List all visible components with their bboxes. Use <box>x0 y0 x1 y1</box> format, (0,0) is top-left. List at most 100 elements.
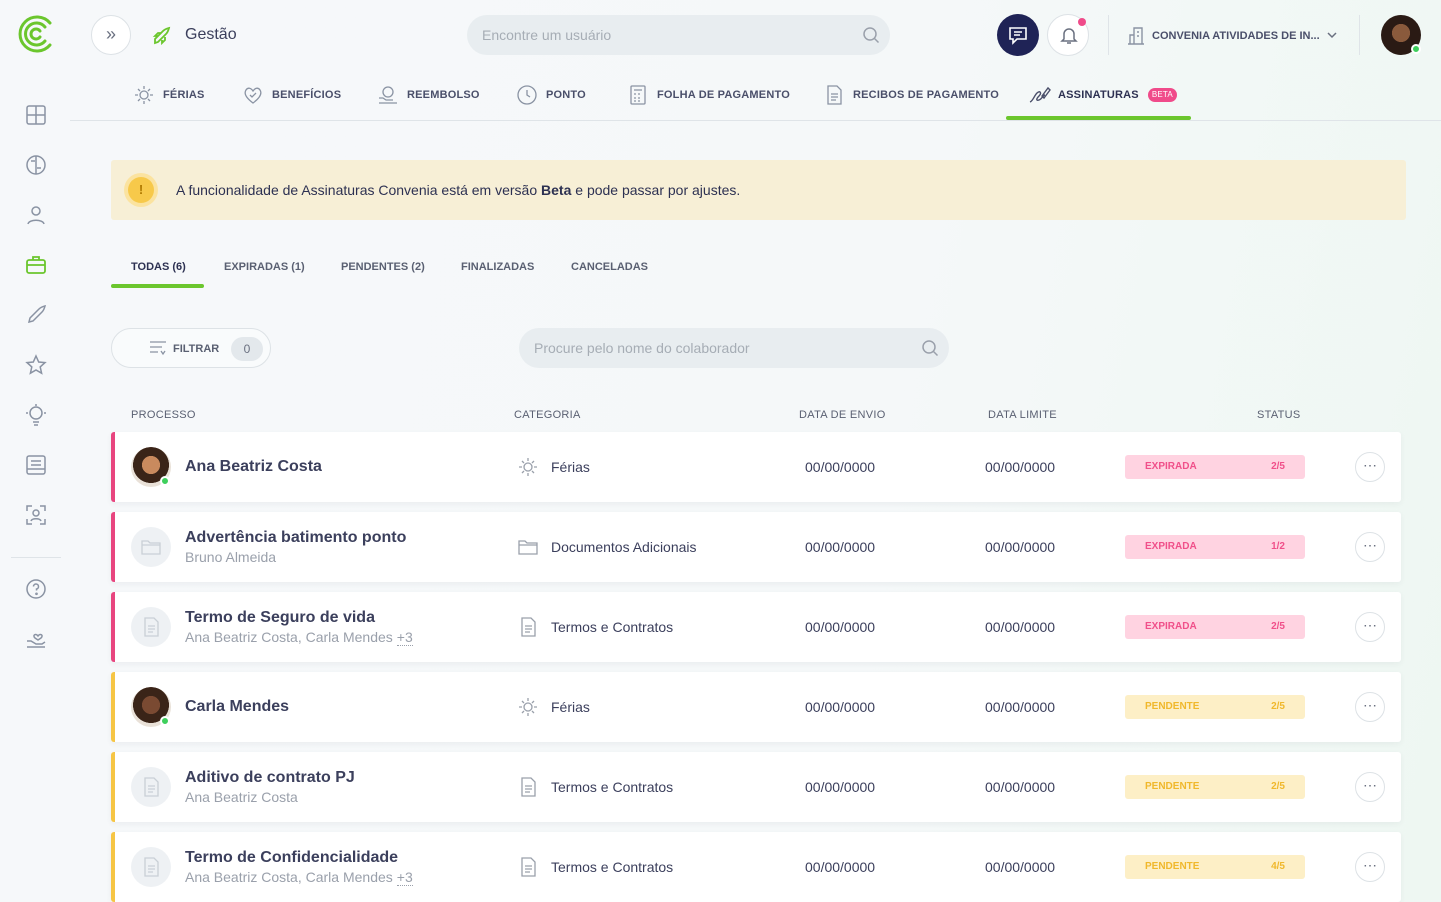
filter-button[interactable]: FILTRAR 0 <box>111 328 271 368</box>
nav-help[interactable] <box>24 577 48 601</box>
tab-icon <box>1029 86 1051 103</box>
nav-rocket[interactable] <box>24 303 48 327</box>
tab-label: FOLHA DE PAGAMENTO <box>657 89 790 101</box>
table-row: Termo de Confidencialidade Ana Beatriz Co… <box>111 832 1401 902</box>
row-limit-date: 00/00/0000 <box>985 619 1056 635</box>
sun-icon <box>519 458 537 476</box>
nav-people[interactable] <box>24 203 48 227</box>
row-sent-date: 00/00/0000 <box>805 779 876 795</box>
filter-tab[interactable]: PENDENTES (2) <box>341 261 425 273</box>
folder-icon <box>141 540 161 555</box>
status-label: PENDENTE <box>1145 701 1200 712</box>
row-title: Carla Mendes <box>185 698 290 715</box>
row-title: Aditivo de contrato PJ <box>185 769 355 786</box>
row-more[interactable]: +3 <box>396 629 413 646</box>
row-category: Férias <box>551 699 590 715</box>
more-button[interactable]: ⋯ <box>1355 852 1385 882</box>
user-search[interactable]: Encontre um usuário <box>467 15 890 55</box>
more-button[interactable]: ⋯ <box>1355 452 1385 482</box>
status-progress: 2/5 <box>1271 701 1285 712</box>
doc-icon <box>521 617 536 637</box>
folder-icon <box>518 540 538 555</box>
row-people: Ana Beatriz Costa, Carla Mendes <box>185 869 393 885</box>
divider <box>11 557 61 558</box>
filter-tab-active[interactable]: TODAS (6) <box>131 261 186 273</box>
company-icon <box>1128 27 1144 45</box>
more-button[interactable]: ⋯ <box>1355 692 1385 722</box>
filter-tab[interactable]: EXPIRADAS (1) <box>224 261 305 273</box>
nav-scan[interactable] <box>24 503 48 527</box>
row-people: Ana Beatriz Costa, Carla Mendes <box>185 629 393 645</box>
column-header: PROCESSO <box>131 409 196 421</box>
search-icon <box>922 340 939 357</box>
chat-icon <box>1009 27 1027 45</box>
row-title: Advertência batimento ponto <box>185 529 407 546</box>
nav-brain[interactable] <box>24 153 48 177</box>
nav-tab[interactable]: FÉRIAS <box>135 86 205 104</box>
doc-icon <box>521 857 536 877</box>
nav-star[interactable] <box>24 353 48 377</box>
row-category: Férias <box>551 459 590 475</box>
tab-icon <box>827 85 842 105</box>
row-limit-date: 00/00/0000 <box>985 779 1056 795</box>
notifications-button[interactable] <box>1047 14 1089 56</box>
table-row: Aditivo de contrato PJ Ana Beatriz Costa T… <box>111 752 1401 822</box>
row-category: Termos e Contratos <box>551 859 674 875</box>
nav-tab[interactable]: FOLHA DE PAGAMENTO <box>630 85 790 105</box>
tab-icon <box>379 86 397 104</box>
status-pill: PENDENTE 2/5 <box>1125 775 1305 799</box>
row-avatar <box>131 847 171 887</box>
status-progress: 2/5 <box>1271 621 1285 632</box>
status-label: PENDENTE <box>1145 861 1200 872</box>
status-pill: EXPIRADA 2/5 <box>1125 455 1305 479</box>
beta-alert: ! A funcionalidade de Assinaturas Conven… <box>111 160 1406 220</box>
search-placeholder: Procure pelo nome do colaborador <box>534 340 750 356</box>
company-selector[interactable]: CONVENIA ATIVIDADES DE IN... <box>1152 30 1320 42</box>
logo[interactable] <box>17 15 55 53</box>
nav-docs[interactable] <box>24 453 48 477</box>
nav-tab[interactable]: RECIBOS DE PAGAMENTO <box>827 85 999 105</box>
more-button[interactable]: ⋯ <box>1355 532 1385 562</box>
chat-button[interactable] <box>997 14 1039 56</box>
more-button[interactable]: ⋯ <box>1355 772 1385 802</box>
status-pill: EXPIRADA 2/5 <box>1125 615 1305 639</box>
status-pill: PENDENTE 2/5 <box>1125 695 1305 719</box>
nav-idea[interactable] <box>24 403 48 427</box>
status-progress: 2/5 <box>1271 461 1285 472</box>
row-sent-date: 00/00/0000 <box>805 859 876 875</box>
row-more[interactable]: +3 <box>396 869 413 886</box>
tab-icon <box>135 86 153 104</box>
nav-tab[interactable]: REEMBOLSO <box>379 86 480 104</box>
filter-tab[interactable]: CANCELADAS <box>571 261 648 273</box>
bell-icon <box>1060 28 1078 44</box>
row-title: Ana Beatriz Costa <box>185 458 322 475</box>
row-title: Termo de Confidencialidade <box>185 849 399 866</box>
tab-icon <box>517 85 537 105</box>
nav-tab-active[interactable]: ASSINATURAS BETA <box>1029 86 1177 104</box>
filter-icon <box>150 341 166 356</box>
expand-button[interactable]: » <box>91 15 131 55</box>
user-avatar[interactable] <box>1381 15 1421 55</box>
nav-dashboard[interactable] <box>24 103 48 127</box>
nav-tab[interactable]: PONTO <box>517 85 586 105</box>
more-button[interactable]: ⋯ <box>1355 612 1385 642</box>
nav-management[interactable] <box>24 253 48 277</box>
rocket-icon <box>152 26 171 46</box>
employee-search[interactable]: Procure pelo nome do colaborador <box>519 328 949 368</box>
filter-tab[interactable]: FINALIZADAS <box>461 261 535 273</box>
doc-icon <box>144 617 159 637</box>
divider <box>1108 15 1109 55</box>
beta-badge: BETA <box>1147 88 1177 102</box>
nav-tab[interactable]: BENEFÍCIOS <box>244 86 341 104</box>
tab-label: REEMBOLSO <box>407 89 480 101</box>
alert-bold: Beta <box>541 182 572 198</box>
online-dot <box>1411 44 1421 54</box>
row-subtitle: Ana Beatriz Costa, Carla Mendes +3 <box>185 869 413 886</box>
nav-care[interactable] <box>24 627 48 651</box>
table-row: Advertência batimento ponto Bruno Almeida… <box>111 512 1401 582</box>
row-sent-date: 00/00/0000 <box>805 539 876 555</box>
column-header: STATUS <box>1257 409 1301 421</box>
status-progress: 4/5 <box>1271 861 1285 872</box>
filter-count: 0 <box>231 337 263 361</box>
